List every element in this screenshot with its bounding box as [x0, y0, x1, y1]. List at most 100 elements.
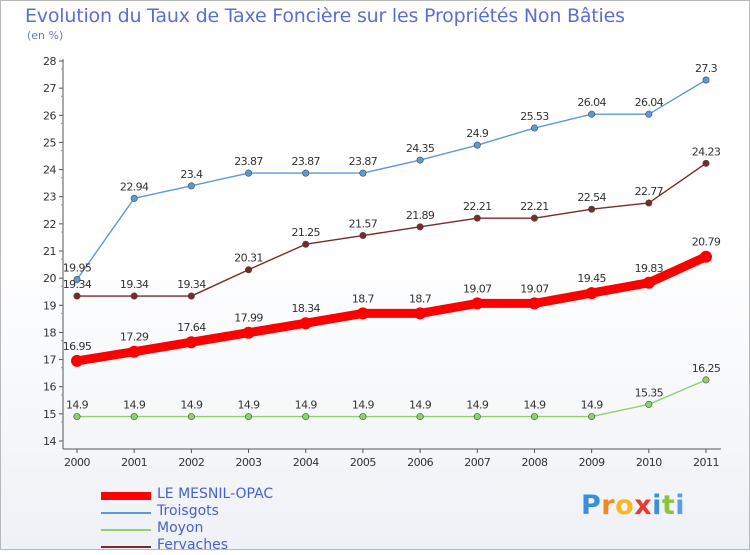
- y-tick-label: 27: [43, 82, 56, 95]
- x-tick-label: 2000: [64, 456, 90, 469]
- data-label: 22.21: [520, 200, 549, 213]
- data-point: [588, 110, 596, 118]
- data-point: [302, 169, 310, 177]
- legend-swatch: [101, 512, 151, 514]
- series-troisgots: [73, 76, 710, 283]
- data-point: [73, 292, 81, 300]
- data-point: [130, 413, 138, 421]
- x-tick-label: 2002: [178, 456, 204, 469]
- y-tick-label: 14: [43, 435, 56, 448]
- x-tick-label: 2005: [350, 456, 376, 469]
- y-tick-label: 18: [43, 326, 56, 339]
- data-label: 21.57: [349, 218, 378, 231]
- y-tick-label: 21: [43, 245, 56, 258]
- data-label: 23.4: [180, 168, 203, 181]
- legend-label: LE MESNIL-OPAC: [157, 486, 274, 502]
- data-point: [359, 169, 367, 177]
- data-point: [130, 194, 138, 202]
- x-tick-label: 2006: [407, 456, 433, 469]
- logo-letter: P: [581, 490, 602, 521]
- data-label: 22.54: [577, 191, 606, 204]
- data-label: 24.9: [466, 127, 489, 140]
- data-point: [416, 413, 424, 421]
- series-line: [76, 162, 707, 297]
- data-label: 20.79: [692, 236, 721, 249]
- data-point: [530, 413, 538, 421]
- chart-unit-label: (en %): [27, 29, 64, 42]
- legend-swatch: [101, 546, 151, 548]
- data-point: [416, 156, 424, 164]
- x-tick-label: 2010: [636, 456, 662, 469]
- data-point: [245, 413, 253, 421]
- data-point: [588, 413, 596, 421]
- data-point: [645, 110, 653, 118]
- series-line: [76, 379, 707, 418]
- proxiti-logo: Proxiti: [581, 490, 685, 521]
- data-point: [702, 159, 710, 167]
- data-point: [645, 400, 653, 408]
- data-label: 14.9: [409, 399, 432, 412]
- data-label: 22.77: [635, 185, 664, 198]
- x-tick-label: 2003: [236, 456, 262, 469]
- data-point: [702, 76, 710, 84]
- data-label: 16.95: [63, 340, 92, 353]
- data-point: [645, 199, 653, 207]
- x-tick-label: 2011: [693, 456, 719, 469]
- y-tick-label: 17: [43, 354, 56, 367]
- y-tick-label: 25: [43, 136, 56, 149]
- data-point: [528, 297, 541, 310]
- y-tick-label: 23: [43, 191, 56, 204]
- data-label: 17.29: [120, 331, 149, 344]
- data-point: [356, 307, 369, 320]
- data-point: [187, 292, 195, 300]
- data-label: 21.25: [291, 226, 320, 239]
- data-point: [130, 292, 138, 300]
- data-label: 14.9: [352, 399, 375, 412]
- y-tick-label: 16: [43, 381, 56, 394]
- data-label: 14.9: [466, 399, 489, 412]
- x-tick-label: 2004: [293, 456, 319, 469]
- data-label: 22.21: [463, 200, 492, 213]
- data-point: [700, 250, 712, 263]
- y-tick-label: 24: [43, 164, 56, 177]
- data-label: 18.7: [409, 292, 432, 305]
- data-label: 16.25: [692, 362, 721, 375]
- axes: 14 15 16 17 18 19 20 21 22 23 24 25 26 27 28 2000 2001 20…: [43, 55, 721, 469]
- series-fervaches: [73, 159, 710, 300]
- data-label: 14.9: [123, 399, 146, 412]
- data-point: [187, 413, 195, 421]
- legend-label: Fervaches: [157, 537, 228, 553]
- y-tick-label: 19: [43, 299, 56, 312]
- data-label: 17.99: [234, 312, 263, 325]
- data-point: [71, 354, 83, 367]
- data-label: 14.9: [523, 399, 546, 412]
- data-label: 15.35: [635, 386, 664, 399]
- data-point: [530, 124, 538, 132]
- data-point: [73, 413, 81, 421]
- data-point: [245, 169, 253, 177]
- logo-letter: r: [601, 490, 616, 521]
- series-line: [76, 79, 707, 281]
- data-point: [242, 326, 255, 339]
- data-label: 18.34: [291, 302, 320, 315]
- series-le-mesnil-opac: [71, 250, 712, 367]
- line-chart: 14 15 16 17 18 19 20 21 22 23 24 25 26 27 28 2000 2001 20…: [43, 55, 721, 469]
- data-point: [530, 214, 538, 222]
- data-point: [302, 240, 310, 248]
- data-label: 19.07: [520, 282, 549, 295]
- data-point: [588, 205, 596, 213]
- logo-letter: x: [634, 490, 653, 521]
- data-label: 24.23: [692, 145, 721, 158]
- logo-letter: i: [652, 490, 662, 521]
- data-label: 14.9: [295, 399, 318, 412]
- logo-letter: o: [615, 490, 635, 521]
- data-point: [299, 317, 312, 330]
- y-tick-label: 28: [43, 55, 56, 68]
- data-label: 19.34: [63, 278, 92, 291]
- y-tick-label: 26: [43, 109, 56, 122]
- chart-title: Evolution du Taux de Taxe Foncière sur l…: [25, 5, 625, 27]
- data-label: 14.9: [581, 399, 604, 412]
- data-label: 19.34: [120, 278, 149, 291]
- x-tick-label: 2008: [521, 456, 547, 469]
